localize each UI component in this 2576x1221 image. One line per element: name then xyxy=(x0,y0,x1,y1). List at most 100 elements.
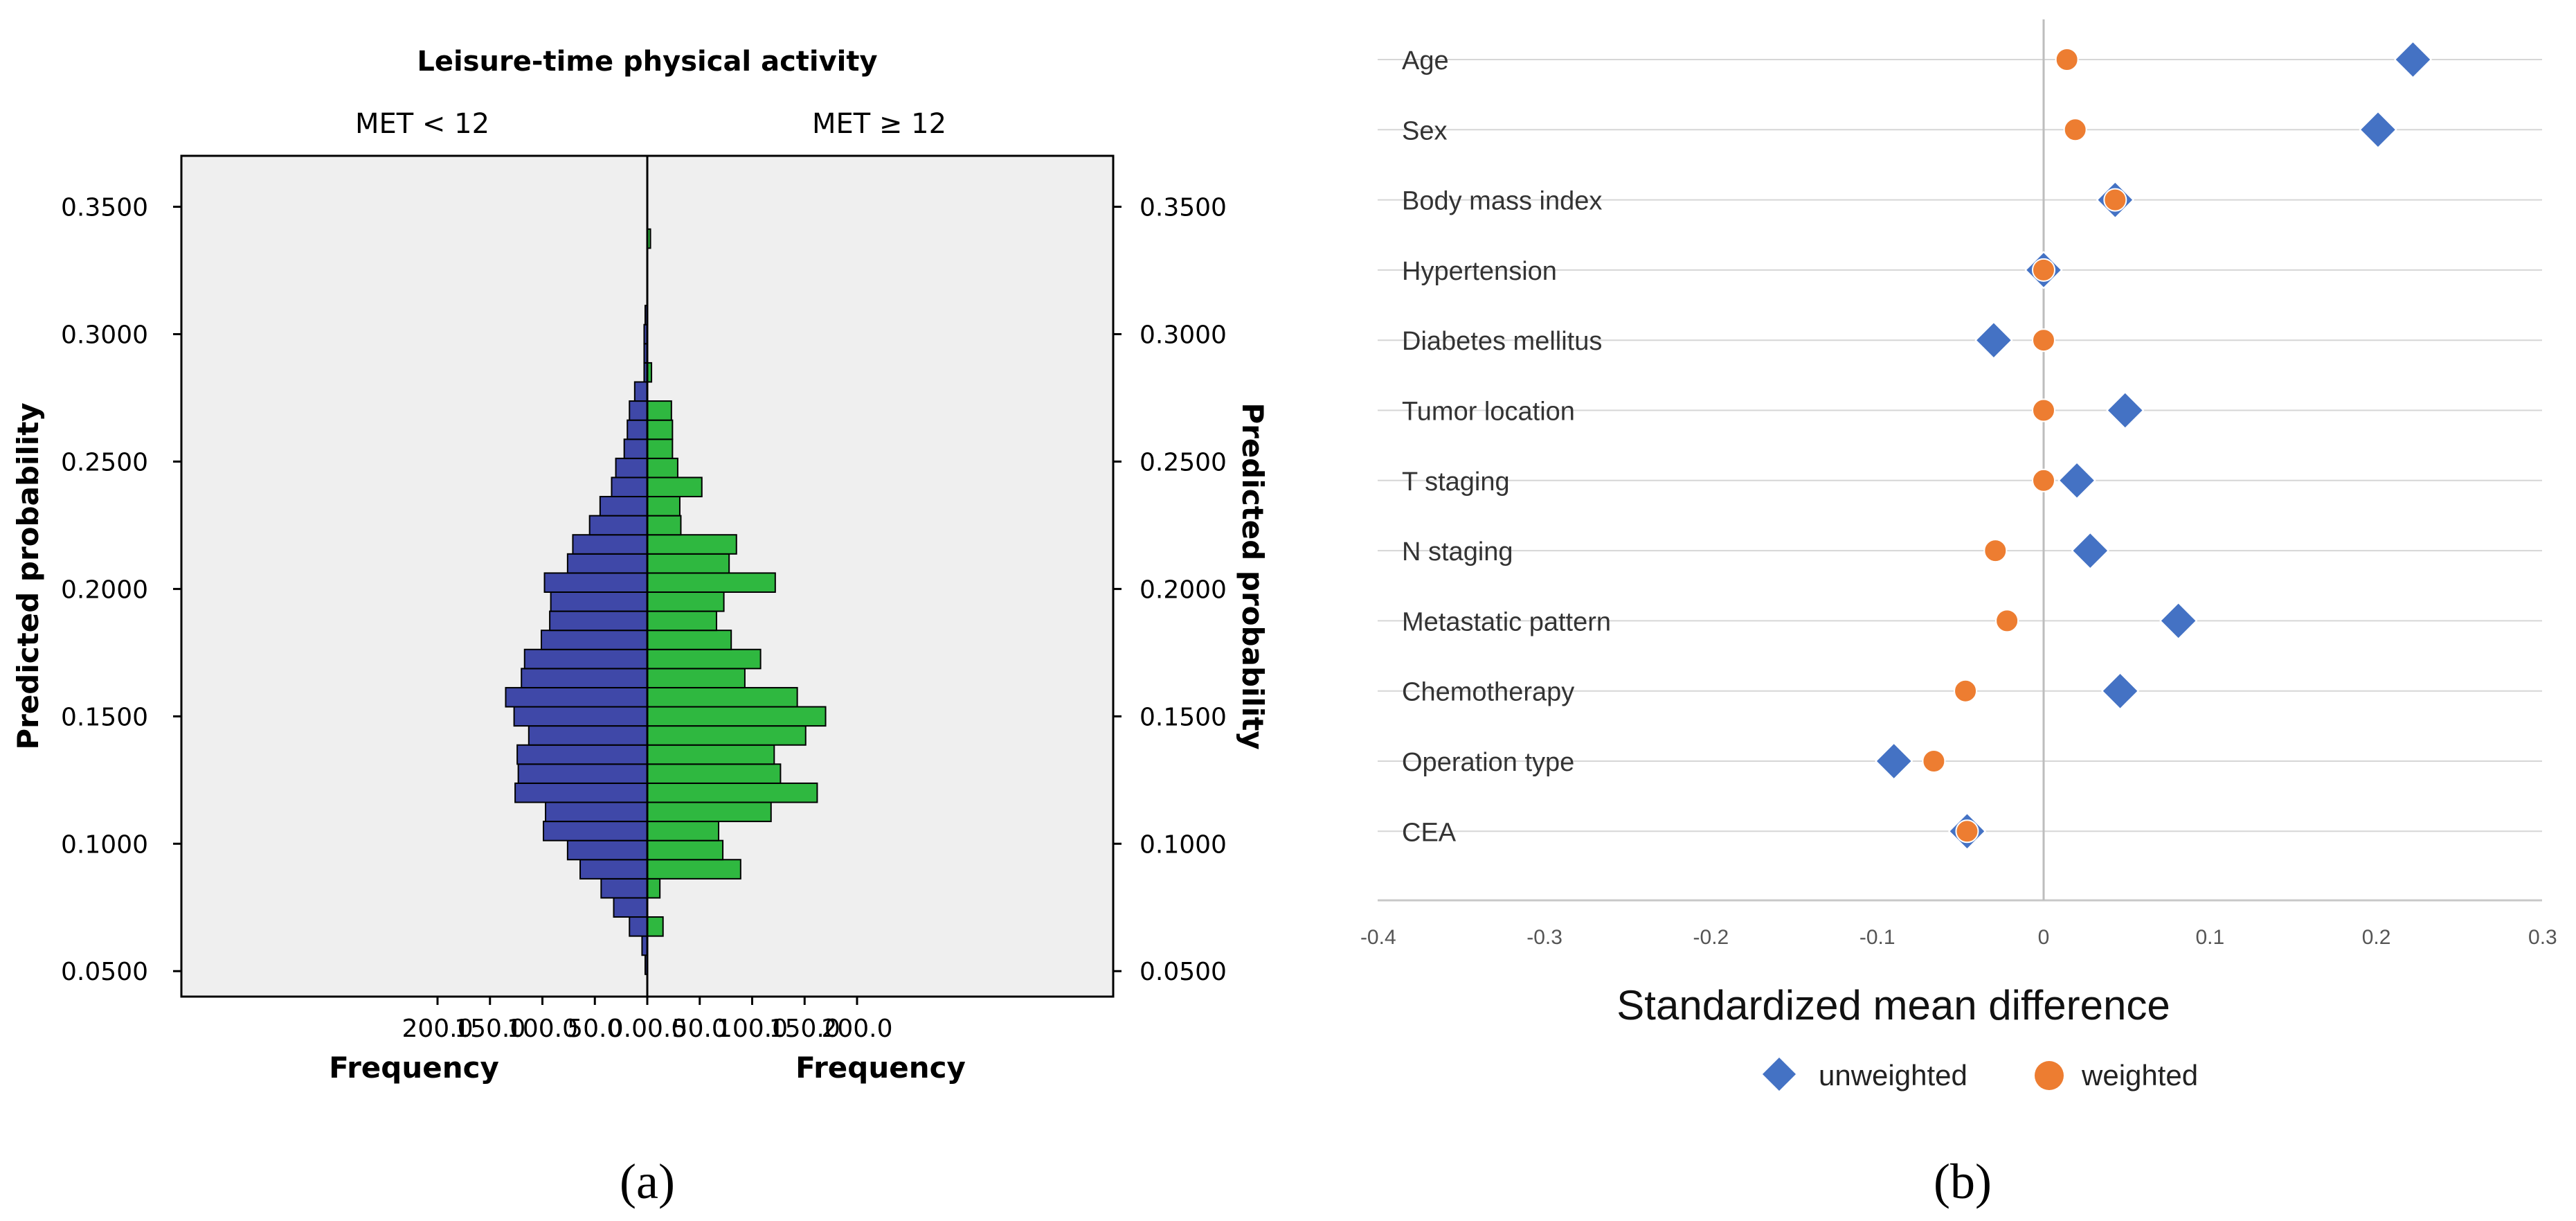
smd-x-axis-label: Standardized mean difference xyxy=(1616,982,2170,1028)
left-bar xyxy=(540,630,648,650)
left-bar xyxy=(600,877,649,899)
x-tick-label: -0.1 xyxy=(1859,926,1895,949)
covariate-label: Metastatic pattern xyxy=(1402,607,1611,636)
right-y-axis: 0.0500 0.1000 0.1500 0.2000 0.2500 0.3000 0.35… xyxy=(1113,194,1227,986)
legend-unweighted-label: unweighted xyxy=(1819,1059,1967,1091)
left-bar xyxy=(599,496,649,517)
left-y-axis: 0.0500 0.1000 0.1500 0.2000 0.2500 0.3000 0.35… xyxy=(61,194,181,986)
x-tick-label: 100.0 xyxy=(717,1015,788,1043)
histogram-title: Leisure-time physical activity xyxy=(417,46,877,78)
right-bar xyxy=(647,534,737,555)
left-bar xyxy=(629,916,648,937)
right-bar xyxy=(647,839,724,861)
left-bar xyxy=(543,572,649,593)
right-bar xyxy=(647,668,746,688)
left-bar xyxy=(550,591,648,612)
left-bar xyxy=(543,821,649,841)
weighted-marker xyxy=(2032,398,2055,422)
unweighted-marker xyxy=(2159,601,2198,640)
smd-panel: Age Sex Body mass index Hypertension Diabete… xyxy=(1360,19,2557,1091)
right-bars xyxy=(647,228,827,937)
covariate-label: T staging xyxy=(1402,467,1510,497)
histogram-panel: Leisure-time physical activity MET < 12 … xyxy=(11,46,1270,1085)
right-y-axis-label: Predicted probability xyxy=(1236,402,1270,749)
weighted-marker xyxy=(1995,609,2019,633)
left-bar xyxy=(629,400,648,421)
right-bar xyxy=(647,648,762,670)
x-tick-label: 150.0 xyxy=(769,1015,840,1043)
right-bar xyxy=(647,686,798,708)
left-bar xyxy=(523,648,648,670)
y-tick-label: 0.1500 xyxy=(1140,703,1227,731)
left-y-axis-label: Predicted probability xyxy=(11,402,45,749)
x-tick-label: 50.0 xyxy=(567,1015,622,1043)
left-bar xyxy=(514,782,648,803)
x-tick-label: 200.0 xyxy=(821,1015,892,1043)
right-x-axis-label: Frequency xyxy=(795,1051,966,1085)
right-bar xyxy=(647,419,674,440)
right-bar xyxy=(647,916,664,937)
weighted-marker xyxy=(1922,749,1946,773)
left-bar xyxy=(613,897,649,918)
covariate-label: CEA xyxy=(1402,818,1457,847)
legend-weighted-label: weighted xyxy=(2081,1059,2198,1091)
y-tick-label: 0.3500 xyxy=(61,194,148,222)
weighted-marker xyxy=(2063,118,2087,142)
covariate-label: Diabetes mellitus xyxy=(1402,327,1602,356)
y-tick-label: 0.1000 xyxy=(61,830,148,859)
weighted-marker xyxy=(2032,328,2055,353)
right-bar xyxy=(647,877,661,899)
covariate-label: Body mass index xyxy=(1402,187,1602,216)
unweighted-marker xyxy=(2057,461,2096,500)
left-bar xyxy=(579,859,648,880)
x-tick-label: 50.0 xyxy=(672,1015,728,1043)
weighted-marker xyxy=(1983,539,2008,563)
unweighted-marker xyxy=(2393,40,2433,79)
right-bar xyxy=(647,744,775,765)
right-bar xyxy=(647,782,818,803)
x-tick-label: 0.0 xyxy=(608,1015,647,1043)
unweighted-marker xyxy=(1974,321,2013,359)
left-bar xyxy=(566,553,648,574)
x-tick-label: 0.0 xyxy=(647,1015,687,1043)
unweighted-marker xyxy=(2359,110,2397,149)
left-x-axis-label: Frequency xyxy=(329,1051,499,1085)
unweighted-marker xyxy=(2106,391,2145,430)
right-series-label: MET ≥ 12 xyxy=(812,108,946,140)
y-tick-label: 0.1500 xyxy=(61,703,148,731)
right-bar xyxy=(647,457,678,479)
smd-x-axis: -0.4 -0.3 -0.2 -0.1 0 0.1 0.2 0.3 xyxy=(1360,926,2557,949)
covariate-label: Tumor location xyxy=(1402,398,1575,427)
covariate-label: Sex xyxy=(1402,116,1447,145)
right-bar xyxy=(647,496,681,517)
panel-a-tag: (a) xyxy=(620,1154,675,1209)
right-bar xyxy=(647,572,776,593)
x-tick-label: 100.0 xyxy=(507,1015,578,1043)
y-tick-label: 0.0500 xyxy=(61,958,148,986)
weighted-marker xyxy=(1955,819,1979,844)
right-bar xyxy=(647,610,717,632)
left-bar xyxy=(545,801,648,823)
right-bar xyxy=(647,801,772,823)
x-tick-label: 0.3 xyxy=(2528,926,2557,949)
x-tick-label: 0.1 xyxy=(2195,926,2224,949)
legend-circle-icon xyxy=(2035,1061,2064,1090)
smd-markers xyxy=(1875,40,2433,850)
right-bar xyxy=(647,476,703,498)
left-bar xyxy=(611,476,648,498)
weighted-marker xyxy=(2055,48,2079,71)
left-bar xyxy=(588,515,648,536)
y-tick-label: 0.2000 xyxy=(1140,576,1227,604)
left-bar xyxy=(528,725,648,746)
left-bar xyxy=(615,457,648,479)
left-bar xyxy=(516,744,649,765)
left-series-label: MET < 12 xyxy=(355,108,489,140)
x-tick-label: -0.3 xyxy=(1526,926,1562,949)
x-tick-label: -0.2 xyxy=(1693,926,1729,949)
left-bar xyxy=(549,610,648,632)
x-tick-label: 0 xyxy=(2038,926,2050,949)
unweighted-marker xyxy=(1875,742,1913,781)
covariate-label: Hypertension xyxy=(1402,257,1557,286)
y-tick-label: 0.2500 xyxy=(1140,448,1227,476)
